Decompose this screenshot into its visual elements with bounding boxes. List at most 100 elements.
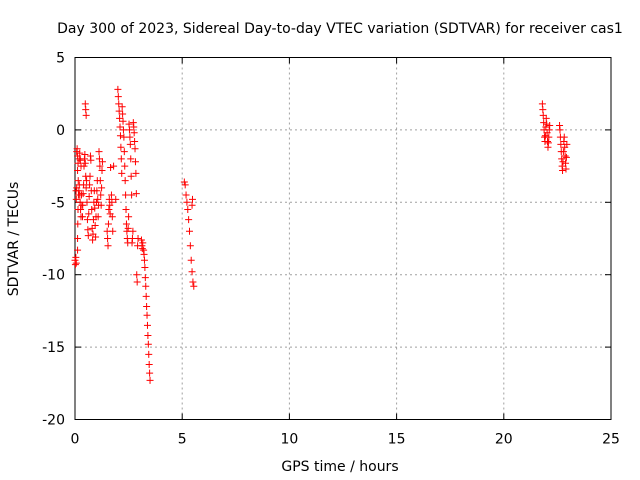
data-point (143, 321, 151, 329)
data-point (122, 191, 130, 199)
data-point (188, 268, 196, 276)
data-point (110, 162, 118, 170)
data-point (104, 220, 112, 228)
y-tick-label: -15 (42, 340, 65, 356)
data-point (116, 132, 124, 140)
data-point (145, 360, 153, 368)
x-axis-label: GPS time / hours (281, 459, 398, 475)
data-point (184, 206, 192, 214)
data-point (120, 148, 128, 156)
data-point (131, 158, 139, 166)
data-point (144, 340, 152, 348)
data-point (74, 177, 82, 185)
data-point (74, 235, 82, 242)
data-point (126, 133, 134, 141)
data-point (97, 191, 105, 199)
data-point (83, 216, 91, 224)
data-point (122, 206, 130, 214)
data-point (108, 213, 116, 221)
data-point (133, 271, 141, 279)
data-point (180, 178, 188, 186)
data-point (93, 187, 101, 195)
data-point (120, 133, 128, 141)
data-point (185, 227, 193, 235)
data-point (124, 224, 132, 232)
data-point (96, 177, 104, 185)
data-point (86, 181, 94, 189)
data-point (79, 201, 87, 209)
data-point (85, 210, 93, 218)
data-point (91, 221, 99, 229)
data-point (188, 195, 196, 203)
data-point (183, 198, 191, 206)
data-point (539, 111, 547, 119)
data-point (86, 172, 94, 180)
data-point (114, 85, 122, 93)
data-point (112, 195, 120, 203)
data-point (560, 133, 568, 141)
data-point (104, 235, 112, 242)
data-point (119, 117, 127, 125)
y-tick-label: -10 (42, 268, 65, 284)
data-point (117, 155, 125, 163)
data-point (190, 282, 198, 290)
data-point (109, 227, 117, 235)
grid-lines (75, 57, 611, 420)
data-point (76, 149, 84, 157)
data-point (130, 129, 138, 137)
data-point (77, 206, 85, 214)
data-point (125, 126, 133, 134)
data-point (181, 181, 189, 189)
data-point (134, 235, 142, 242)
data-point (80, 162, 88, 170)
x-tick-label: 15 (388, 432, 406, 448)
data-point (118, 103, 126, 111)
data-point (94, 195, 102, 203)
data-point (121, 162, 129, 170)
data-point (182, 191, 190, 199)
data-point (116, 123, 124, 131)
data-point (561, 152, 569, 160)
data-point (74, 246, 82, 254)
data-point (129, 227, 137, 235)
data-point (127, 155, 135, 163)
data-point (132, 169, 140, 177)
data-point (131, 145, 139, 153)
data-point (107, 164, 115, 172)
data-point (107, 191, 115, 199)
data-point (121, 177, 129, 185)
data-point (562, 165, 570, 173)
data-point (76, 156, 84, 164)
x-tick-label: 5 (178, 432, 187, 448)
data-point (126, 140, 134, 148)
data-point (118, 169, 126, 177)
data-points (71, 85, 571, 384)
data-point (119, 126, 127, 134)
data-point (122, 220, 130, 228)
x-tick-label: 0 (71, 432, 80, 448)
data-point (146, 369, 154, 377)
data-point (83, 198, 91, 206)
data-point (94, 213, 102, 221)
data-point (98, 166, 106, 174)
data-point (79, 213, 87, 221)
data-point (119, 110, 127, 118)
data-point (116, 114, 124, 122)
data-point (92, 233, 100, 241)
x-tick-label: 10 (280, 432, 298, 448)
data-point (543, 120, 551, 128)
data-point (84, 232, 92, 240)
data-point (189, 278, 197, 286)
y-tick-label: -20 (42, 413, 65, 429)
data-point (559, 148, 567, 156)
data-point (558, 155, 566, 163)
data-point (545, 133, 553, 141)
x-tick-label: 20 (495, 432, 513, 448)
data-point (95, 148, 103, 156)
data-point (143, 311, 151, 319)
data-point (88, 206, 96, 214)
data-point (85, 193, 93, 201)
data-point (127, 172, 135, 180)
data-point (559, 166, 567, 174)
